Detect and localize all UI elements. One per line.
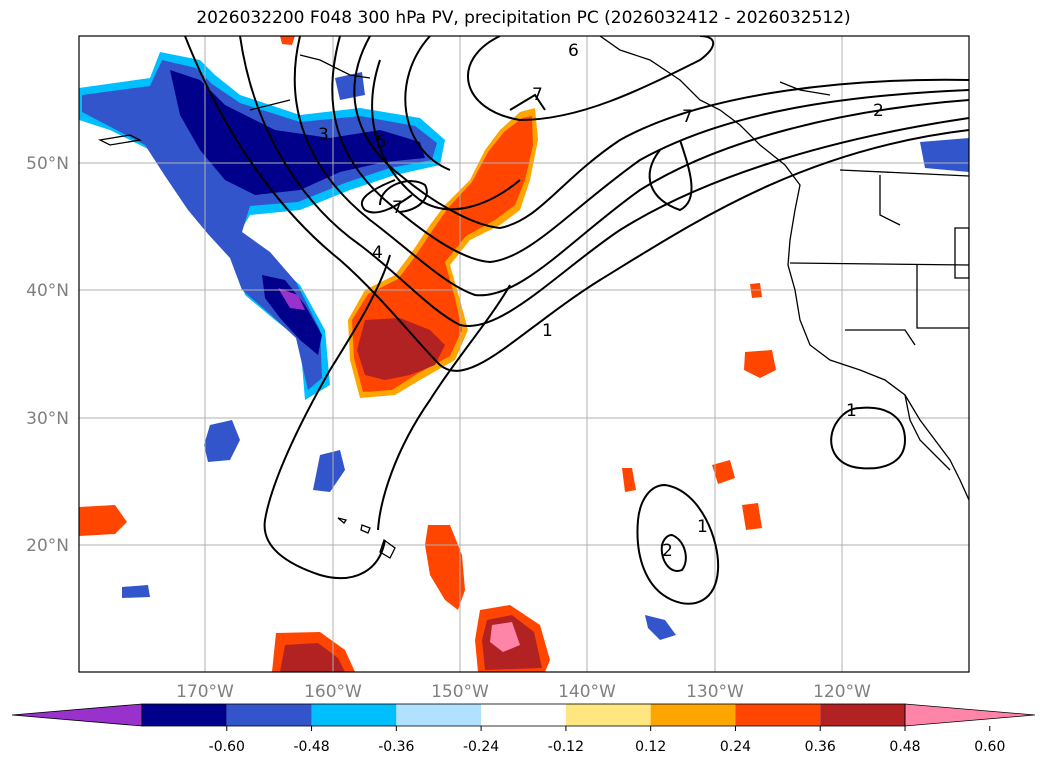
colorbar-outline <box>141 703 906 727</box>
lon-label: 150°W <box>431 682 489 702</box>
contour-label: 4 <box>372 243 383 263</box>
colorbar-tick-label: -0.36 <box>378 739 414 755</box>
contour-label: 2 <box>662 541 673 561</box>
positive-precip-anomaly-shading <box>79 36 776 672</box>
colorbar-segment <box>650 704 736 726</box>
lat-label: 40°N <box>26 281 69 301</box>
pv-contours <box>184 36 969 605</box>
map-border <box>78 35 970 673</box>
contour-label: 5 <box>376 132 387 152</box>
lat-label: 50°N <box>26 154 69 174</box>
contour-label: 2 <box>873 101 884 121</box>
contour-label: 7 <box>532 85 543 105</box>
colorbar-tick-label: -0.60 <box>209 739 245 755</box>
contour-label: 6 <box>568 41 579 61</box>
colorbar-segment <box>226 704 312 726</box>
colorbar-tick-label: -0.48 <box>293 739 329 755</box>
lat-label: 30°N <box>26 409 69 429</box>
colorbar-segment <box>565 704 651 726</box>
colorbar: -0.60 -0.48 -0.36 -0.24 -0.12 0.12 0.24 0.36 0.4… <box>11 703 1036 755</box>
contour-label: 1 <box>846 401 857 421</box>
contour-label: 1 <box>697 517 708 537</box>
colorbar-tick-label: -0.24 <box>463 739 499 755</box>
lat-label: 20°N <box>26 536 69 556</box>
colorbar-segment <box>735 704 821 726</box>
lon-label: 160°W <box>304 682 362 702</box>
negative-precip-anomaly-shading <box>79 52 969 640</box>
colorbar-segment <box>820 704 905 726</box>
colorbar-tick-label: 0.24 <box>720 739 751 755</box>
colorbar-tick-label: 0.36 <box>805 739 836 755</box>
lon-label: 120°W <box>813 682 871 702</box>
colorbar-tick-label: -0.12 <box>548 739 584 755</box>
contour-label: 3 <box>318 125 329 145</box>
colorbar-extend-max <box>904 703 1036 727</box>
lon-label: 130°W <box>686 682 744 702</box>
contour-label: 7 <box>682 107 693 127</box>
map-title: 2026032200 F048 300 hPa PV, precipitatio… <box>196 8 851 28</box>
colorbar-segment <box>142 704 227 726</box>
colorbar-extend-min <box>11 703 143 727</box>
colorbar-tick-label: 0.60 <box>974 739 1005 755</box>
lon-label: 140°W <box>558 682 616 702</box>
colorbar-segment <box>396 704 482 726</box>
colorbar-segment <box>311 704 397 726</box>
contour-label: 7 <box>392 198 403 218</box>
lon-label: 170°W <box>176 682 234 702</box>
colorbar-segment <box>481 704 566 726</box>
contour-label-group: 6 7 2 3 5 7 4 1 1 2 1 7 <box>318 41 884 561</box>
contour-label: 1 <box>542 321 553 341</box>
colorbar-tick-label: 0.12 <box>635 739 666 755</box>
colorbar-tick-label: 0.48 <box>889 739 920 755</box>
coastlines <box>97 36 969 559</box>
